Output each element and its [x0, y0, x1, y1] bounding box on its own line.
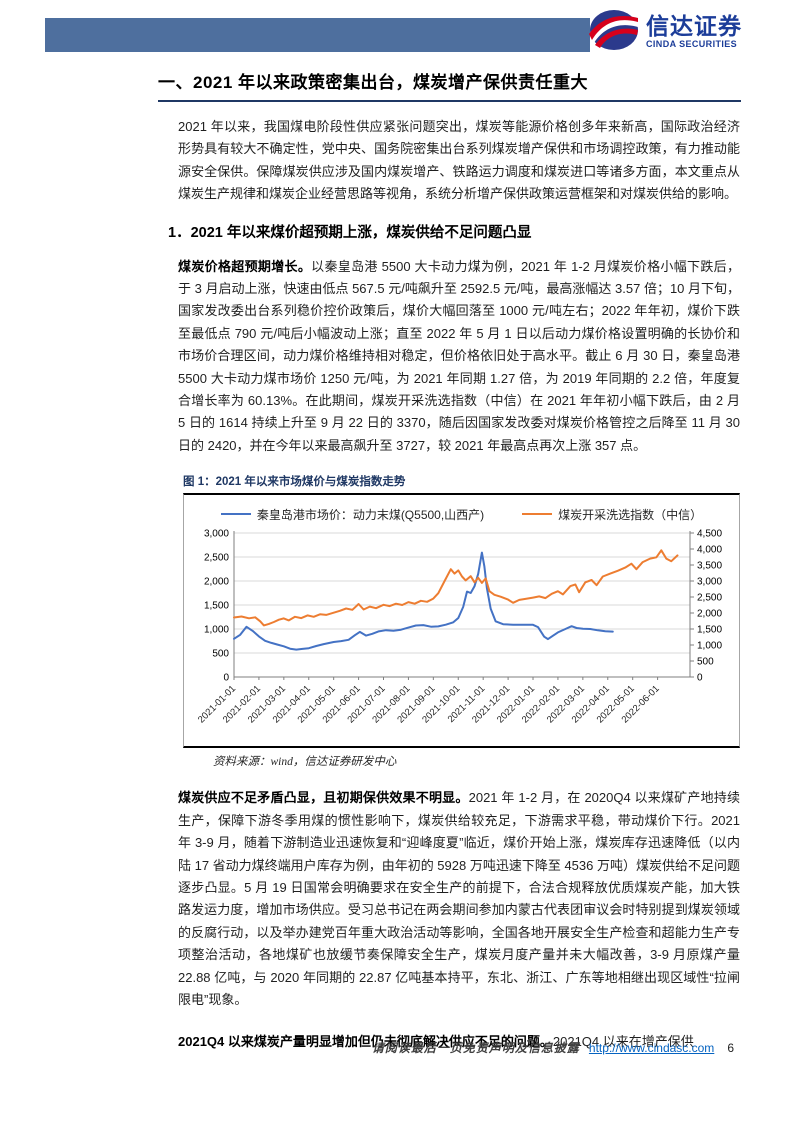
page-number: 6: [727, 1041, 734, 1055]
supply-shortage-paragraph: 煤炭供应不足矛盾凸显，且初期保供效果不明显。2021 年 1-2 月，在 202…: [178, 787, 740, 1011]
section-title: 一、2021 年以来政策密集出台，煤炭增产保供责任重大: [158, 64, 741, 102]
left-axis-tick: 1,000: [204, 625, 229, 636]
paragraph-lead-bold: 2021Q4 以来煤炭产量明显增加但仍未彻底解决供应不足的问题。: [178, 1034, 553, 1050]
left-axis-tick: 3,000: [204, 529, 229, 540]
logo-chinese-name: 信达证券: [646, 13, 742, 39]
left-axis-tick: 2,500: [204, 553, 229, 564]
chart-legend: 秦皇岛港市场价：动力末煤(Q5500,山西产) 煤炭开采洗选指数（中信）: [184, 503, 739, 525]
paragraph-text: 以秦皇岛港 5500 大卡动力煤为例，2021 年 1-2 月煤炭价格小幅下跌后…: [178, 258, 741, 453]
chart-series-line: [233, 549, 679, 627]
right-axis-tick: 1,500: [697, 625, 722, 636]
right-axis-tick: 4,500: [697, 529, 722, 540]
paragraph-text: 2021Q4 以来在增产保供: [552, 1034, 694, 1050]
right-axis-tick: 500: [697, 657, 714, 668]
footer-website-link[interactable]: http://www.cindasc.com: [588, 1041, 715, 1055]
right-axis-tick: 1,000: [697, 641, 722, 652]
cinda-logo-icon: [588, 7, 640, 58]
legend-item: 秦皇岛港市场价：动力末煤(Q5500,山西产): [220, 506, 485, 523]
company-logo: 信达证券 CINDA SECURITIES: [588, 6, 764, 58]
chart-container: 秦皇岛港市场价：动力末煤(Q5500,山西产) 煤炭开采洗选指数（中信） 0 500…: [183, 493, 740, 749]
right-axis-tick: 2,000: [697, 609, 722, 620]
legend-label: 秦皇岛港市场价：动力末煤(Q5500,山西产): [256, 507, 485, 522]
right-axis-tick: 4,000: [697, 545, 722, 556]
chart-series-line: [233, 551, 614, 651]
price-surge-paragraph: 煤炭价格超预期增长。以秦皇岛港 5500 大卡动力煤为例，2021 年 1-2 …: [178, 256, 740, 458]
report-body: 一、2021 年以来政策密集出台，煤炭增产保供责任重大 2021 年以来，我国煤…: [153, 64, 741, 1054]
subsection-title: 1．2021 年以来煤价超预期上涨，煤炭供给不足问题凸显: [168, 224, 532, 241]
footer-disclaimer: 请阅读最后一页免责声明及信息披露: [371, 1041, 580, 1055]
paragraph-lead-bold: 煤炭价格超预期增长。: [178, 258, 312, 274]
page-footer: 请阅读最后一页免责声明及信息披露 http://www.cindasc.com …: [153, 1039, 740, 1056]
line-chart: 0 500 1,000 1,500 2,000 2,500 3,000 0 500 1,000 1,…: [196, 529, 722, 726]
figure-1: 图 1：2021 年以来市场煤价与煤炭指数走势 秦皇岛港市场价：动力末煤(Q55…: [183, 473, 740, 769]
right-axis-tick: 3,000: [697, 577, 722, 588]
figure-source: 资料来源：wind，信达证券研发中心: [213, 756, 397, 769]
legend-line-swatch: [522, 513, 553, 516]
logo-english-name: CINDA SECURITIES: [646, 39, 738, 49]
left-axis-tick: 2,000: [204, 577, 229, 588]
figure-caption: 图 1：2021 年以来市场煤价与煤炭指数走势: [183, 476, 406, 489]
left-axis-tick: 500: [212, 649, 229, 660]
right-axis-tick: 3,500: [697, 561, 722, 572]
paragraph-text: 2021 年 1-2 月，在 2020Q4 以来煤矿产地持续生产，保障下游冬季用…: [178, 790, 740, 1007]
left-axis-tick: 0: [223, 673, 229, 684]
header-bar: [45, 18, 590, 52]
right-axis-tick: 2,500: [697, 593, 722, 604]
left-axis-tick: 1,500: [204, 601, 229, 612]
legend-line-swatch: [220, 513, 251, 516]
right-axis-tick: 0: [697, 673, 703, 684]
intro-paragraph: 2021 年以来，我国煤电阶段性供应紧张问题突出，煤炭等能源价格创多年来新高，国…: [178, 119, 740, 202]
paragraph-lead-bold: 煤炭供应不足矛盾凸显，且初期保供效果不明显。: [178, 790, 469, 806]
legend-item: 煤炭开采洗选指数（中信）: [522, 506, 702, 523]
legend-label: 煤炭开采洗选指数（中信）: [558, 507, 703, 522]
q4-output-paragraph: 2021Q4 以来煤炭产量明显增加但仍未彻底解决供应不足的问题。2021Q4 以…: [178, 1031, 740, 1053]
